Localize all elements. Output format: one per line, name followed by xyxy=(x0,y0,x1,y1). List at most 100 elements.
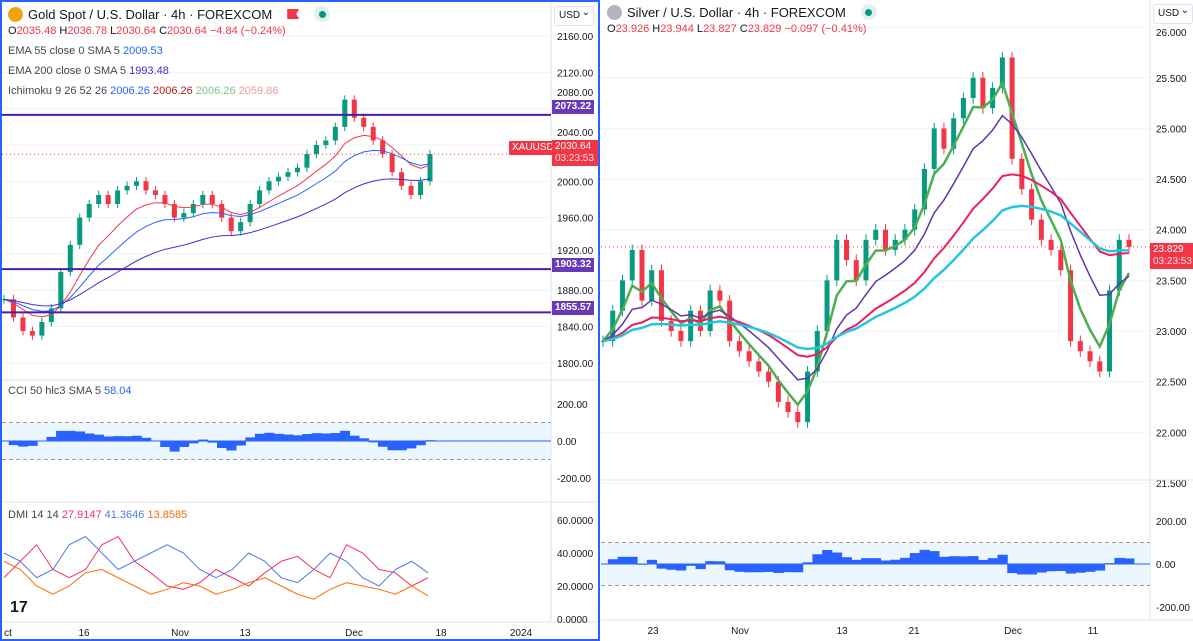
gold-chart-canvas[interactable]: 2160.00 2120.00 2080.00 2040.00 2000.00 1960.… xyxy=(2,2,600,641)
silver-chart-panel[interactable]: 26.000 25.500 25.000 24.500 24.000 23.500 23.0… xyxy=(601,0,1193,641)
candle-body xyxy=(805,371,811,423)
ema55-legend[interactable]: EMA 55 close 0 SMA 5 2009.53 xyxy=(8,45,163,57)
cci-tick: 200.00 xyxy=(557,400,588,411)
cci-bar xyxy=(831,552,843,564)
silver-title[interactable]: Silver / U.S. Dollar · 4h · FOREXCOM xyxy=(627,4,846,20)
cci-bar xyxy=(27,441,38,446)
cci-bar xyxy=(705,561,716,564)
price-tick: 21.500 xyxy=(1156,479,1187,490)
level-tag[interactable]: 1855.57 xyxy=(552,301,595,315)
dmi-plus-line xyxy=(3,535,429,590)
time-tick: Dec xyxy=(1004,626,1022,637)
cci-tick: 0.00 xyxy=(557,437,577,448)
tradingview-logo: 17 xyxy=(10,599,28,616)
ichimoku-line xyxy=(3,134,431,318)
cci-bar xyxy=(169,441,180,452)
dmi-legend[interactable]: DMI 14 14 27.9147 41.3646 13.8585 xyxy=(8,509,188,521)
candle-body xyxy=(912,209,918,230)
candle-body xyxy=(1038,219,1044,240)
cci-bar xyxy=(235,441,246,446)
cci-legend[interactable]: CCI 50 hlc3 SMA 5 58.04 xyxy=(8,385,132,397)
cci-bar xyxy=(368,441,379,443)
candle-body xyxy=(134,181,140,186)
price-tick: 22.000 xyxy=(1156,428,1187,439)
cci-bar xyxy=(387,441,398,451)
cci-bar xyxy=(103,436,114,441)
ema-cyan-line xyxy=(602,204,1130,351)
currency-select[interactable]: USD xyxy=(554,6,594,26)
cci-bar xyxy=(1094,564,1106,571)
cci-bar xyxy=(340,430,351,441)
cci-tick: 200.00 xyxy=(1156,517,1187,528)
price-tick: 2040.00 xyxy=(557,128,594,139)
silver-ohlc: O23.926 H23.944 L23.827 C23.829 −0.097 (… xyxy=(607,23,867,35)
cci-bar xyxy=(226,441,237,451)
candle-body xyxy=(951,118,957,149)
candle-body xyxy=(124,185,130,191)
candle-body xyxy=(844,239,850,261)
price-tick: 2120.00 xyxy=(557,68,594,79)
candle-body xyxy=(639,249,645,301)
time-tick: 11 xyxy=(1088,626,1099,637)
cci-bar xyxy=(198,439,209,441)
candle-body xyxy=(370,126,376,141)
flag-icon[interactable] xyxy=(287,9,300,19)
cci-bar xyxy=(685,564,697,566)
cci-bar xyxy=(851,559,862,564)
cci-bar xyxy=(900,557,911,564)
cci-bar xyxy=(909,553,921,564)
level-tag[interactable]: 1903.32 xyxy=(552,258,595,272)
candle-body xyxy=(1077,341,1083,352)
time-tick: 13 xyxy=(239,628,251,639)
cci-tick: -200.00 xyxy=(557,474,591,485)
last-price-tag: 2030.64 03:23:53 xyxy=(552,140,598,166)
candle-body xyxy=(86,204,92,218)
cci-bar xyxy=(715,561,726,564)
gold-logo-icon xyxy=(8,6,23,22)
candle-body xyxy=(999,57,1005,88)
last-price-tag: 23.829 03:23:53 xyxy=(1150,243,1193,269)
candle-body xyxy=(834,239,840,281)
silver-chart-canvas[interactable]: 26.000 25.500 25.000 24.500 24.000 23.500 23.0… xyxy=(601,0,1193,641)
cci-bar xyxy=(179,441,190,447)
dmi-tick: 60.0000 xyxy=(557,516,594,527)
candle-body xyxy=(1029,189,1035,220)
cci-bar xyxy=(880,560,891,564)
dmi-tick: 40.0000 xyxy=(557,549,594,560)
candle-body xyxy=(389,154,395,173)
candle-body xyxy=(58,272,64,309)
cci-bar xyxy=(406,441,417,449)
cci-bar xyxy=(1016,564,1028,575)
time-tick: 13 xyxy=(836,626,848,637)
currency-select[interactable]: USD xyxy=(1153,4,1193,24)
level-tag[interactable]: 2073.22 xyxy=(552,100,595,114)
gold-title[interactable]: Gold Spot / U.S. Dollar · 4h · FOREXCOM xyxy=(28,6,273,22)
cci-bar xyxy=(65,430,76,441)
time-tick: Dec xyxy=(345,628,363,639)
silver-legend: Silver / U.S. Dollar · 4h · FOREXCOM O23… xyxy=(607,4,877,35)
ema200-legend[interactable]: EMA 200 close 0 SMA 5 1993.48 xyxy=(8,65,169,77)
ichimoku-legend[interactable]: Ichimoku 9 26 52 26 2006.26 2006.26 2006… xyxy=(8,85,279,97)
price-tick: 26.000 xyxy=(1156,28,1187,39)
gold-ohlc: O2035.48 H2036.78 L2030.64 C2030.64 −4.8… xyxy=(8,25,286,37)
candle-body xyxy=(304,154,310,168)
cci-bar xyxy=(783,564,794,573)
time-tick: ct xyxy=(4,628,12,639)
cci-bar xyxy=(84,433,95,441)
gold-chart-panel[interactable]: 2160.00 2120.00 2080.00 2040.00 2000.00 1960.… xyxy=(0,0,600,641)
candle-body xyxy=(77,217,83,245)
cci-bar xyxy=(160,441,171,447)
candle-body xyxy=(980,77,986,109)
cci-bar xyxy=(724,564,735,571)
cci-bar xyxy=(890,559,901,564)
candle-body xyxy=(1048,239,1054,250)
candle-body xyxy=(294,167,300,173)
time-tick: 21 xyxy=(908,626,920,637)
candle-body xyxy=(814,331,820,372)
cci-bar xyxy=(56,430,67,441)
candle-body xyxy=(824,280,830,331)
candle-body xyxy=(313,145,319,155)
cci-bar xyxy=(812,554,823,564)
cci-bar xyxy=(188,441,199,444)
price-tick: 1880.00 xyxy=(557,286,594,297)
